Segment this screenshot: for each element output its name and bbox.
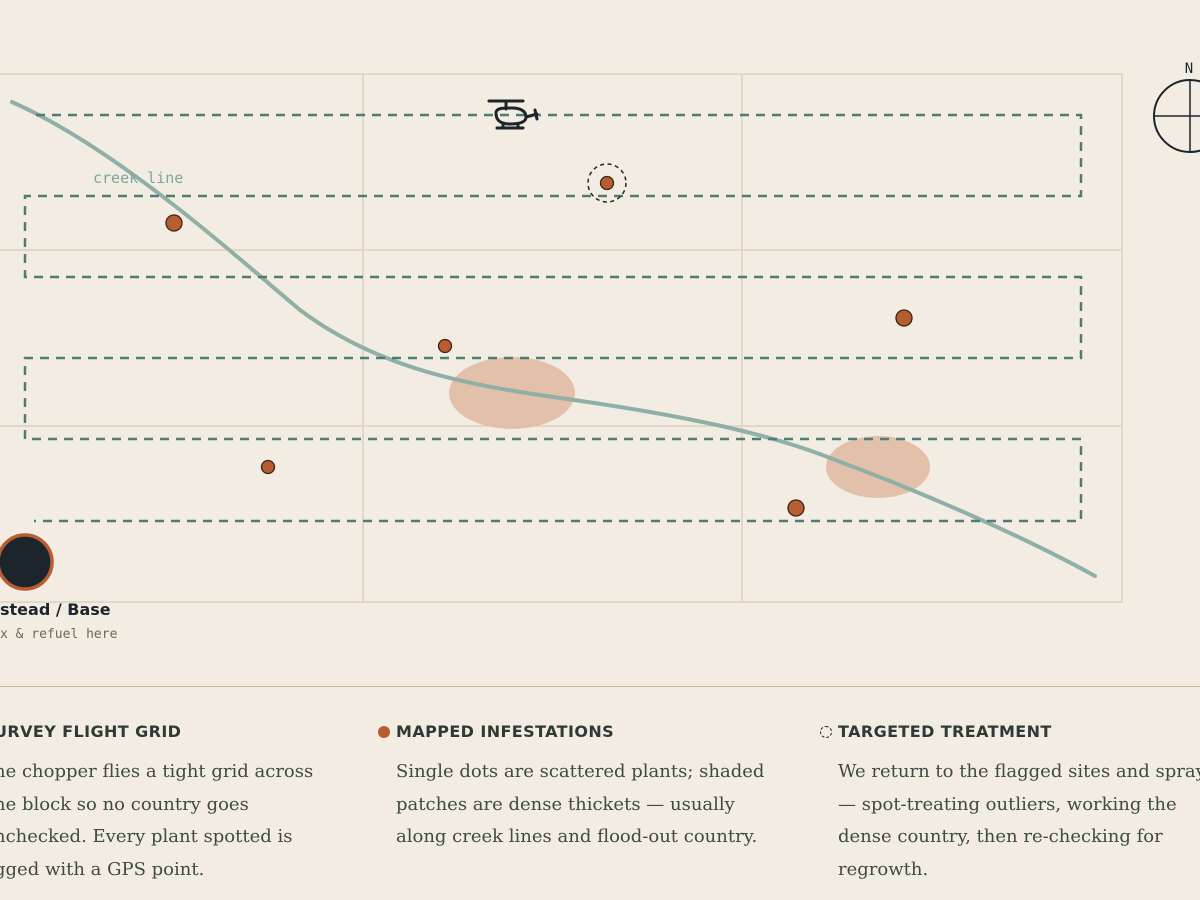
legend-heading: MAPPED INFESTATIONS <box>396 722 615 741</box>
infestation-marker-icon <box>378 726 390 738</box>
legend-body: Single dots are scattered plants; shaded… <box>396 761 765 847</box>
base-title: stead / Base <box>0 600 111 619</box>
flight-path <box>23 113 1083 523</box>
infestation-points <box>165 175 913 517</box>
legend-heading: URVEY FLIGHT GRID <box>0 722 182 741</box>
treatment-marker-icon <box>820 726 832 738</box>
north-label: N <box>1185 61 1193 77</box>
infestation-point-current <box>599 175 615 191</box>
creek-line <box>10 100 1097 578</box>
block-boundary <box>0 73 1123 603</box>
spotting-ring <box>587 163 627 203</box>
legend-targeted-treatment: TARGETED TREATMENT We return to the flag… <box>820 716 1200 886</box>
infestation-point <box>437 338 453 354</box>
infestation-point <box>260 459 276 475</box>
compass-icon: N <box>1153 61 1200 153</box>
creek-label: creek line <box>93 169 183 187</box>
block-grid <box>0 73 1123 603</box>
base-marker <box>0 533 54 591</box>
legend-body: he chopper flies a tight grid across he … <box>0 761 314 880</box>
legend-heading: TARGETED TREATMENT <box>838 722 1052 741</box>
base-subtitle: x & refuel here <box>0 627 118 642</box>
legend-mapped-infestations: MAPPED INFESTATIONS Single dots are scat… <box>378 716 786 854</box>
survey-map: creek line N <box>0 61 1200 642</box>
section-divider <box>0 686 1200 687</box>
infestation-point <box>895 309 913 327</box>
legend-survey-flight-grid: URVEY FLIGHT GRID he chopper flies a tig… <box>0 716 334 886</box>
legend-body: We return to the flagged sites and spray… <box>838 761 1200 880</box>
dense-patch <box>826 436 930 498</box>
dense-patch <box>449 357 575 429</box>
infestation-point <box>787 499 805 517</box>
helicopter-icon <box>487 99 539 130</box>
infestation-point <box>165 214 183 232</box>
